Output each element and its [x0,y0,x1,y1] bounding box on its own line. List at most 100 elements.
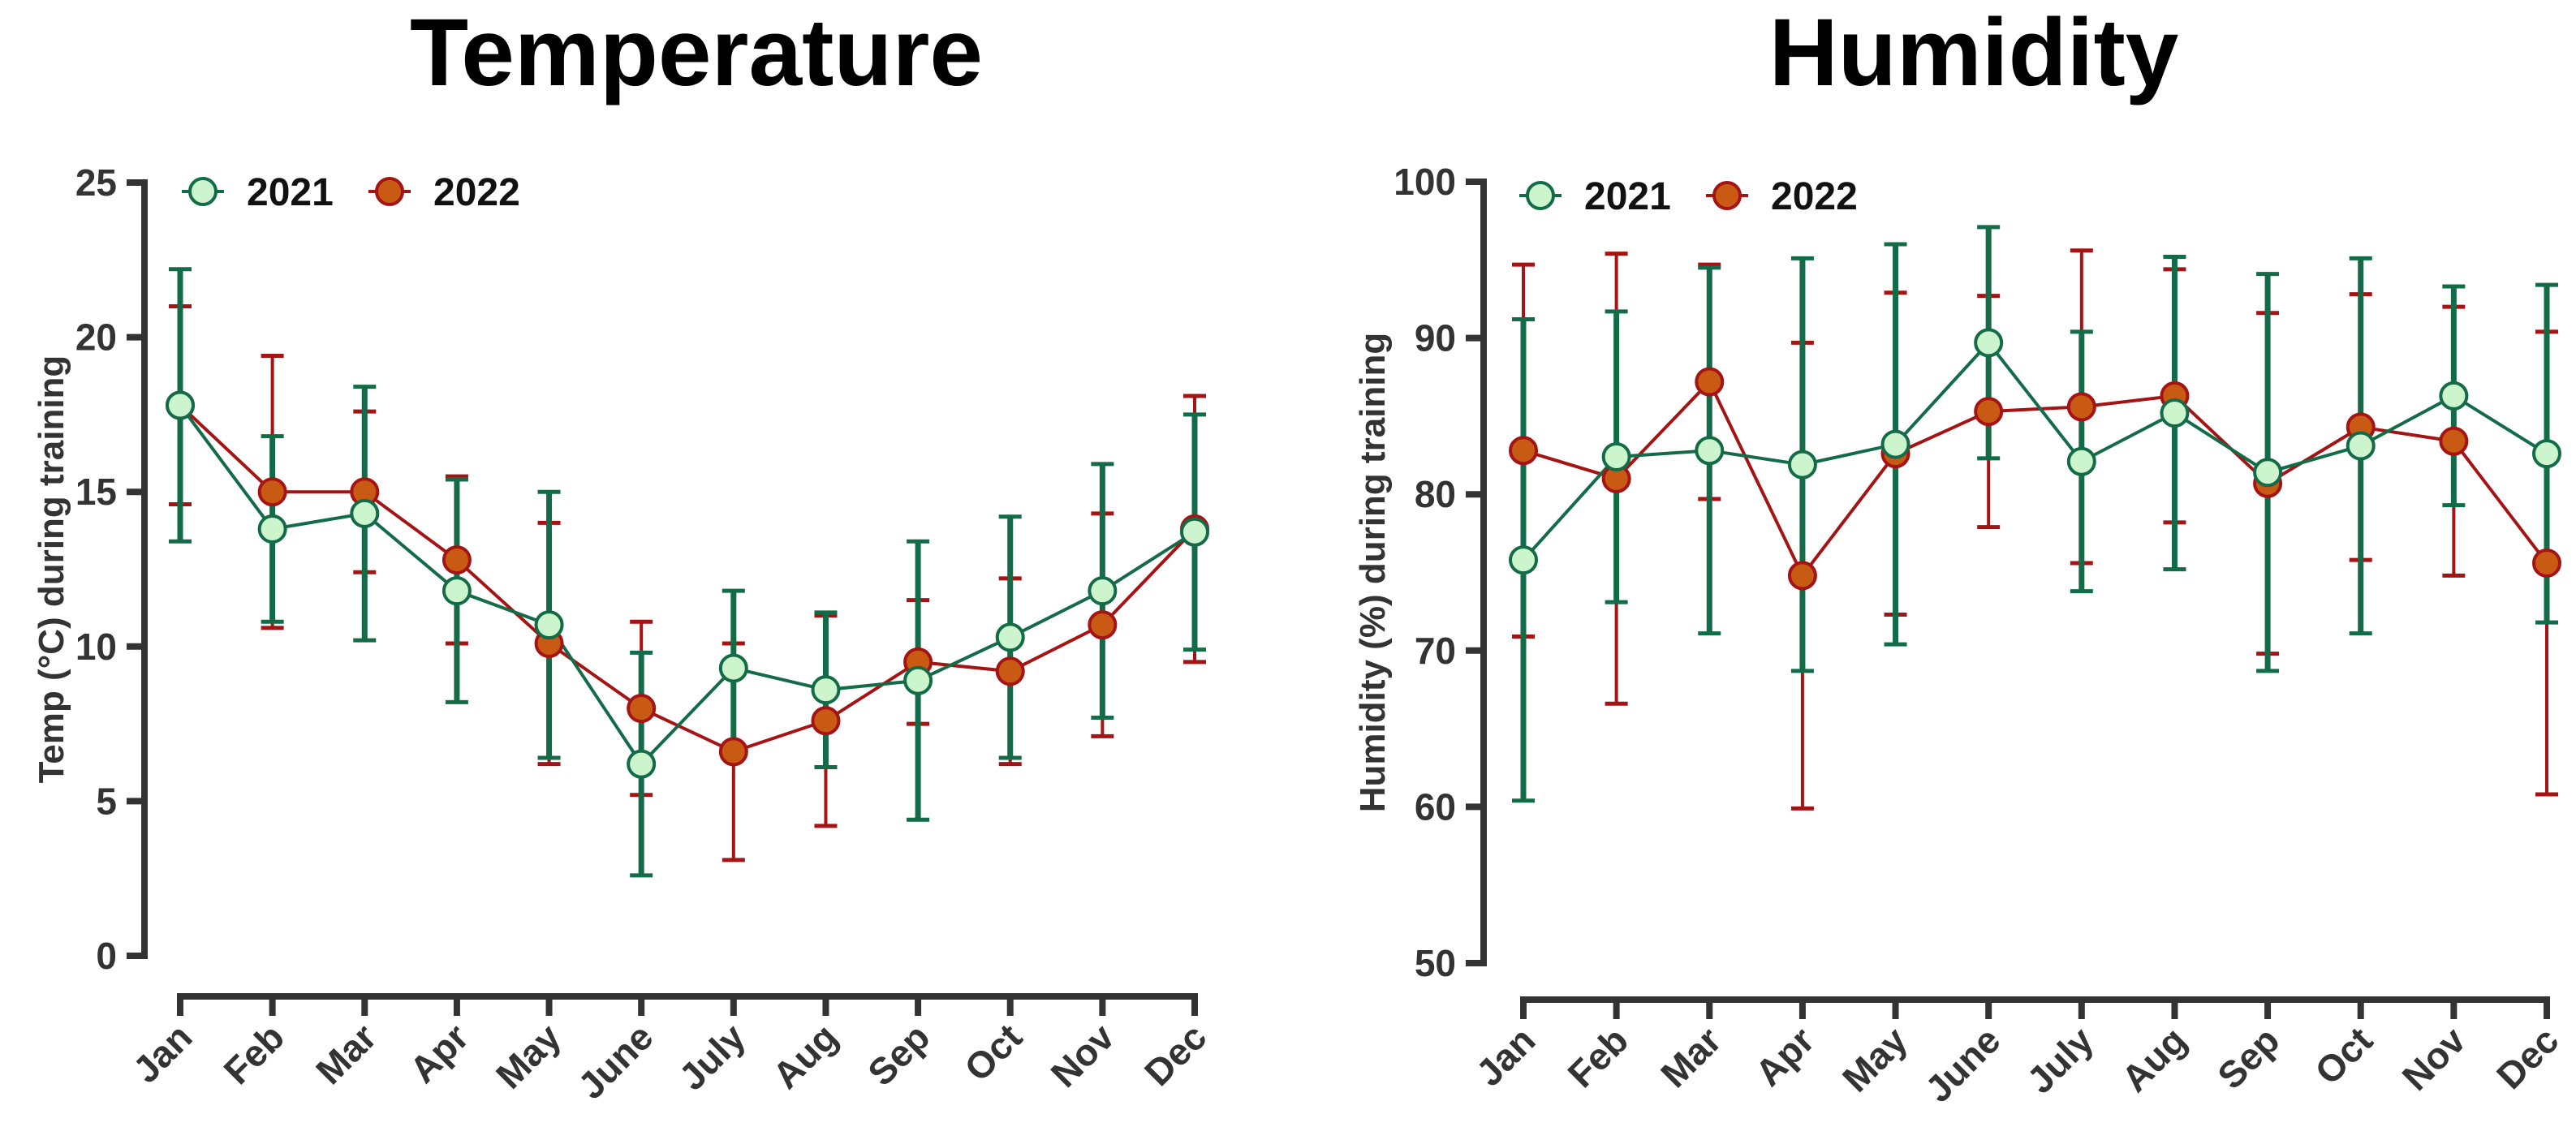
humidity-series-2022-point [1695,367,1725,397]
humidity-y-tick-label: 100 [1394,161,1456,203]
temperature-x-tick-label: Apr [401,1016,476,1091]
temperature-series-2021-point [811,675,841,705]
temperature-series-2022-point [257,477,287,507]
humidity-y-axis-label: Humidity (%) during training [1353,333,1393,813]
temperature-x-tick-label: Jan [125,1016,200,1091]
temperature-series-2021-point [166,390,195,420]
humidity-series-2022-point [1509,436,1538,466]
humidity-series-2021-point [1509,545,1538,575]
temperature-x-tick-label: Nov [1043,1015,1123,1095]
humidity-chart: Humidity 50 60 70 80 90 100 Humidity (%) during… [1353,0,2566,1110]
humidity-x-tick-label: Sep [2209,1019,2287,1097]
temperature-series-2021-point [1088,576,1118,606]
humidity-x-tick-label: Feb [1559,1019,1636,1096]
temperature-series-2022-point [1088,610,1118,640]
temperature-y-tick-label: 5 [96,780,117,822]
legend-marker [188,177,218,206]
humidity-title: Humidity [1769,0,2179,106]
humidity-x-tick-label: Mar [1652,1019,1730,1096]
temperature-series-2022-point [718,737,748,767]
temperature-series-2021-point [534,610,564,640]
humidity-series-2021 [1512,225,2558,803]
humidity-series-2021-point [2439,381,2469,411]
temperature-series-2022-point [442,545,472,575]
humidity-y-tick-label: 60 [1415,785,1456,828]
humidity-legend-2022: 2022 [1706,175,1858,218]
humidity-series-2022 [1512,248,2558,811]
humidity-series-2021-point [1974,328,2004,358]
temperature-series-2021-point [442,576,472,606]
temperature-x-tick-label: June [570,1016,661,1108]
legend-marker [1712,181,1742,210]
humidity-series-2022-point [1974,397,2004,427]
temperature-y-tick-label: 10 [75,626,117,668]
temperature-x-tick-label: May [488,1015,569,1096]
temperature-series-2021-point [995,622,1025,652]
humidity-series-2022-point [2066,392,2096,422]
temperature-series-2021-line [179,404,1196,767]
humidity-series-2021-point [1787,450,1817,480]
humidity-y-tick-label: 50 [1415,942,1456,984]
humidity-series-2022-point [2439,426,2469,456]
temperature-legend-2021: 2021 [182,171,334,214]
legend-label: 2022 [1771,175,1858,218]
temperature-x-tick-label: Dec [1136,1016,1214,1094]
temperature-series-2021-point [257,514,287,544]
temperature-series-2021-point [1180,517,1209,547]
temperature-series-2022 [169,303,1206,863]
humidity-y-tick-label: 80 [1415,473,1456,515]
temperature-series-2022-point [995,656,1025,686]
temperature-series-2022-point [811,706,841,736]
legend-marker [1526,181,1555,210]
humidity-series-2021-point [1880,429,1910,459]
humidity-x-tick-label: June [1917,1019,2009,1111]
humidity-x-tick-label: July [2018,1018,2101,1101]
humidity-x-tick-label: Aug [2113,1019,2195,1100]
temperature-series-2021 [169,267,1206,878]
humidity-series-2021-point [2160,398,2190,428]
humidity-x-tick-label: Dec [2488,1019,2566,1097]
temperature-series-2021-point [903,665,933,695]
humidity-series-2021-point [1601,441,1631,471]
temperature-series-2022-line [179,404,1196,754]
legend-label: 2022 [433,171,520,214]
temperature-y-tick-label: 15 [75,471,117,513]
humidity-x-tick-label: Jan [1468,1019,1544,1095]
temperature-title: Temperature [410,0,983,106]
humidity-series-2021-point [2532,439,2561,469]
humidity-series-2022-line [1523,379,2548,579]
humidity-series-2022-point [1787,561,1817,591]
legend-label: 2021 [247,171,334,214]
temperature-x-tick-label: Oct [956,1016,1030,1090]
humidity-series-2022-point [2532,548,2561,578]
humidity-x-tick-label: Apr [1747,1019,1822,1095]
temperature-series-2021-point [350,498,380,528]
humidity-series-2021-point [2066,446,2096,476]
humidity-series-2021-point [1695,436,1725,466]
temperature-series-2021-point [718,653,748,683]
temperature-x-tick-label: Aug [765,1016,846,1097]
temperature-series-2021-point [627,749,657,779]
humidity-x-tick-label: Oct [2307,1019,2380,1093]
temperature-x-tick-label: July [670,1015,753,1098]
temperature-y-tick-label: 25 [75,161,117,204]
temperature-y-tick-label: 0 [96,935,117,977]
legend-marker [375,177,404,206]
humidity-series-2021-point [2346,431,2376,461]
humidity-x-tick-label: May [1834,1018,1915,1099]
legend-label: 2021 [1584,175,1671,218]
humidity-legend-2021: 2021 [1519,175,1671,218]
temperature-series-2022-point [627,694,657,724]
temperature-x-tick-label: Mar [308,1016,385,1093]
temperature-legend-2022: 2022 [368,171,520,214]
humidity-series-2021-point [2253,458,2283,488]
temperature-x-tick-label: Sep [859,1016,937,1094]
humidity-series-2021-line [1522,340,2548,561]
temperature-chart: Temperature 0 5 10 15 20 25 Temp (°C) during tr… [32,0,1214,1107]
temperature-x-tick-label: Feb [215,1016,292,1093]
humidity-x-tick-label: Nov [2394,1018,2475,1099]
temperature-y-axis-label: Temp (°C) during training [32,355,71,784]
temperature-y-tick-label: 20 [75,316,117,359]
humidity-y-tick-label: 70 [1415,630,1456,672]
